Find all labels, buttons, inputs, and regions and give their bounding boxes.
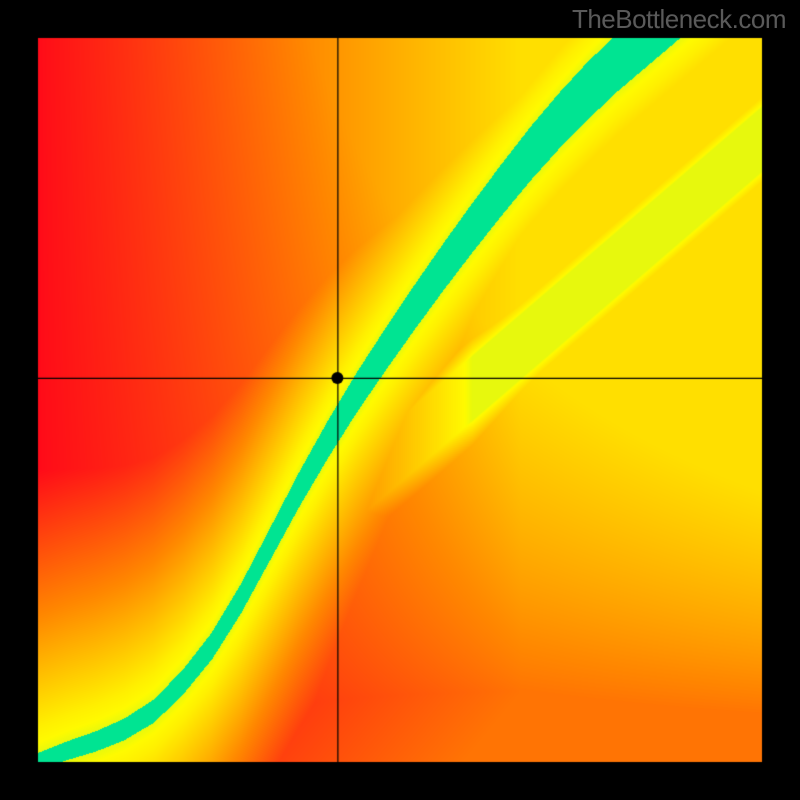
attribution-label: TheBottleneck.com <box>572 4 786 35</box>
chart-container: TheBottleneck.com <box>0 0 800 800</box>
heatmap-canvas <box>0 0 800 800</box>
